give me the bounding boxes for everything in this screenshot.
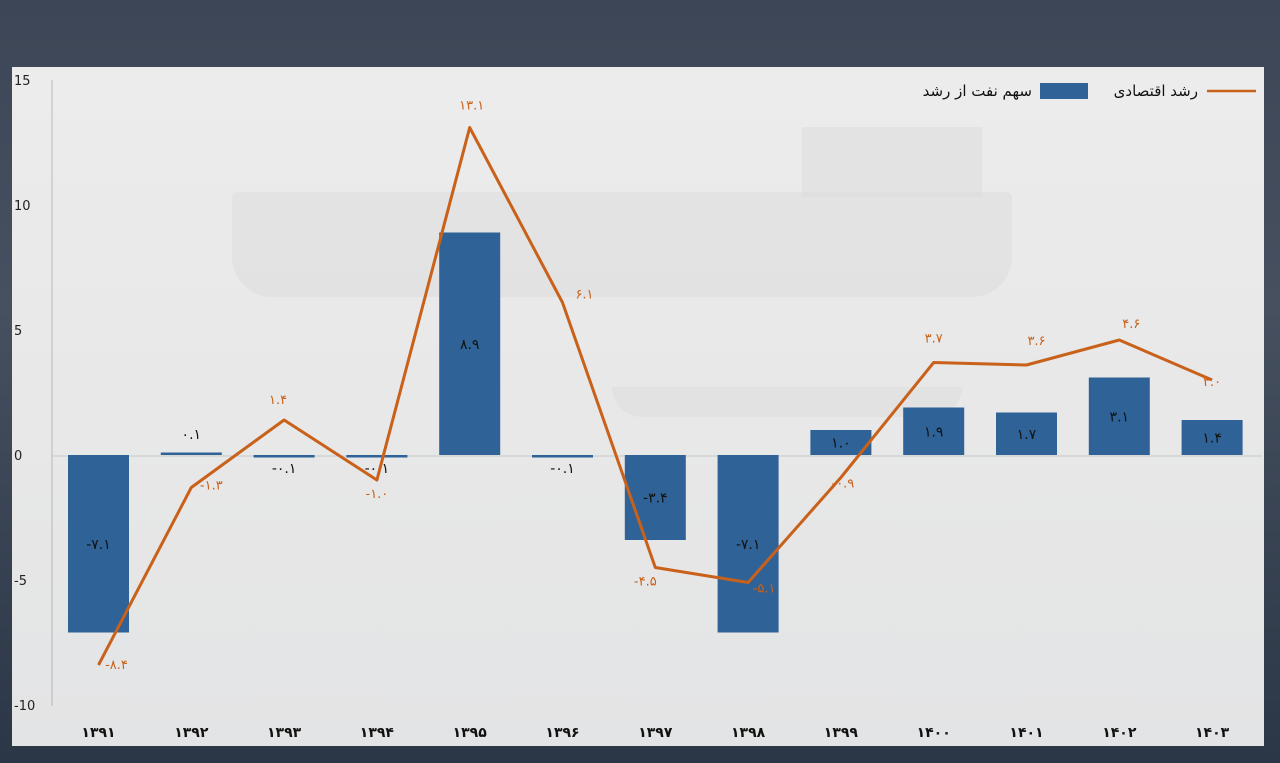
line-data-label: ۳.۶ (1027, 334, 1045, 349)
x-tick-label: ۱۳۹۱ (81, 725, 115, 741)
bar (160, 452, 222, 455)
x-tick-label: ۱۳۹۸ (731, 725, 766, 741)
bar-data-label: ۱.۹ (924, 424, 944, 440)
x-tick-label: ۱۳۹۷ (638, 725, 673, 741)
bar-data-label: ۱.۴ (1202, 431, 1222, 447)
bar (68, 455, 129, 633)
bar-data-label: ۸.۹ (460, 337, 480, 353)
x-tick-label: ۱۴۰۱ (1009, 725, 1043, 741)
bar-data-label: ۰.۱ (182, 427, 202, 443)
line-data-label: -۱.۰ (366, 487, 389, 502)
bar (996, 412, 1057, 455)
x-tick-label: ۱۳۹۲ (174, 725, 209, 741)
bar-data-label: -۰.۱ (550, 461, 575, 477)
bar-data-label: -۰.۱ (365, 461, 390, 477)
y-tick-label: -5 (14, 574, 27, 589)
bar (624, 455, 686, 540)
x-tick-label: ۱۴۰۰ (917, 725, 951, 741)
line-data-label: -۵.۱ (753, 582, 776, 597)
legend-line-label: رشد اقتصادی (1114, 82, 1198, 100)
y-tick-label: 5 (14, 324, 22, 339)
bar-series (68, 232, 1243, 633)
bar (1181, 420, 1243, 455)
bar-data-label: -۷.۱ (736, 537, 761, 553)
background-ship-bridge (802, 127, 982, 197)
x-tick-labels: ۱۳۹۱ ۱۳۹۲ ۱۳۹۳ ۱۳۹۴ ۱۳۹۵ ۱۳۹۶ ۱۳۹۷ ۱۳۹۸ ۱۳۹۹ ۱۴۰۰… (81, 725, 1229, 741)
bar (253, 455, 315, 458)
line-data-label: -۴.۵ (634, 575, 657, 590)
y-tick-label: 10 (14, 199, 31, 214)
bar (346, 455, 408, 458)
y-tick-label: -10 (14, 699, 35, 714)
bar-data-label: ۱.۷ (1017, 427, 1037, 443)
bar (1088, 377, 1150, 455)
x-tick-label: ۱۳۹۹ (824, 725, 859, 741)
line-data-labels: -۸.۴ -۱.۳ ۱.۴ -۱.۰ ۱۳.۱ ۶.۱ -۴.۵ -۵.۱ -۰.۹ ۳.۷ ۳.۶… (105, 99, 1221, 674)
x-tick-label: ۱۴۰۲ (1102, 725, 1137, 741)
y-tick-labels: 15 10 5 0 -5 -10 (14, 74, 35, 714)
line-data-label: ۴.۶ (1122, 317, 1140, 332)
bar (717, 455, 779, 633)
legend: رشد اقتصادی سهم نفت از رشد (923, 82, 1256, 100)
line-data-label: ۶.۱ (575, 288, 593, 303)
line-data-label: -۱.۳ (200, 479, 223, 494)
line-data-label: ۱.۴ (269, 393, 287, 408)
bar-data-label: ۳.۱ (1110, 409, 1130, 425)
bar-data-label: -۰.۱ (272, 461, 297, 477)
line-data-label: ۳.۰ (1203, 375, 1221, 390)
bar (439, 232, 501, 455)
y-tick-label: 15 (14, 74, 31, 89)
line-data-label: -۰.۹ (832, 477, 855, 492)
x-tick-label: ۱۳۹۶ (545, 725, 579, 741)
line-data-label: ۳.۷ (925, 332, 943, 347)
bar-data-label: -۷.۱ (86, 537, 111, 553)
background-ship-hull (232, 192, 1012, 297)
bar-data-label: -۳.۴ (643, 491, 668, 507)
x-tick-label: ۱۳۹۴ (360, 725, 395, 741)
legend-bar-swatch (1040, 83, 1088, 99)
line-data-label: ۱۳.۱ (459, 99, 484, 114)
x-tick-label: ۱۳۹۵ (453, 725, 488, 741)
legend-bar-label: سهم نفت از رشد (923, 82, 1032, 100)
y-tick-label: 0 (14, 449, 22, 464)
x-tick-label: ۱۴۰۳ (1195, 725, 1230, 741)
x-tick-label: ۱۳۹۳ (267, 725, 302, 741)
bar-data-label: ۱.۰ (831, 436, 851, 452)
line-data-label: -۸.۴ (105, 658, 128, 673)
bar-data-labels: -۷.۱ ۰.۱ -۰.۱ -۰.۱ ۸.۹ -۰.۱ -۳.۴ -۷.۱ ۱.۰ ۱.۹ ۱.۷ ۳… (86, 337, 1222, 553)
bar (903, 407, 965, 455)
line-series (97, 126, 1213, 666)
chart-panel (12, 67, 1264, 746)
bar (532, 455, 593, 458)
